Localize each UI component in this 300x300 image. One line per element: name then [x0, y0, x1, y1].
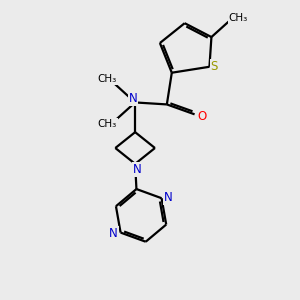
Text: CH₃: CH₃ [229, 13, 248, 23]
Text: O: O [197, 110, 206, 123]
Text: N: N [109, 227, 118, 240]
Text: N: N [133, 163, 142, 176]
Text: CH₃: CH₃ [98, 74, 117, 84]
Text: N: N [164, 191, 173, 204]
Text: CH₃: CH₃ [98, 119, 117, 129]
Text: S: S [211, 60, 218, 73]
Text: N: N [129, 92, 137, 105]
